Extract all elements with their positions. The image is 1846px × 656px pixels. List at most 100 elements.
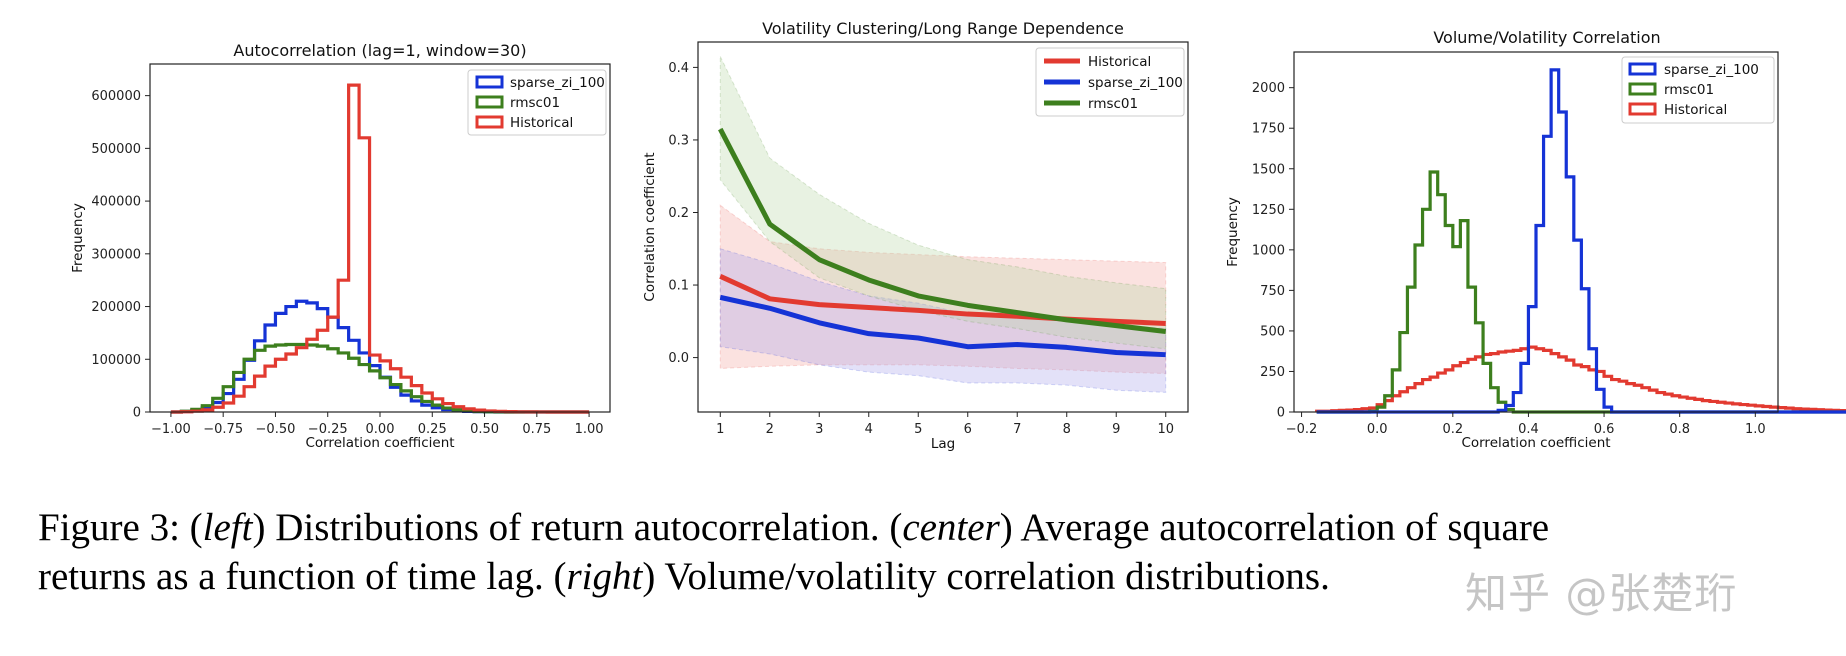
legend-swatch-sparse bbox=[1628, 62, 1657, 76]
chart-left-legend: sparse_zi_100 rmsc01 Historical bbox=[467, 69, 607, 136]
x-tick-label: 6 bbox=[964, 422, 972, 437]
x-tick-label: −0.25 bbox=[308, 422, 348, 437]
chart-left-ylabel: Frequency bbox=[70, 203, 86, 273]
caption-text: ) Average autocorrelation of square bbox=[999, 506, 1550, 549]
caption-text: returns as a function of time lag. ( bbox=[38, 555, 567, 598]
chart-center-legend: Historical sparse_zi_100 rmsc01 bbox=[1035, 47, 1185, 117]
legend-label-historical: Historical bbox=[510, 115, 573, 131]
x-tick-label: 0.8 bbox=[1669, 422, 1690, 437]
legend-swatch-rmsc01 bbox=[475, 95, 504, 109]
legend-swatch-historical bbox=[1628, 102, 1657, 116]
watermark: 知乎 @张楚珩 bbox=[1465, 569, 1738, 618]
y-tick-label: 0.1 bbox=[668, 279, 689, 294]
y-tick-label: 600000 bbox=[91, 89, 141, 104]
confidence-band-sparse_zi_100 bbox=[719, 248, 1167, 393]
hist-series-Historical bbox=[1315, 345, 1846, 413]
y-tick-label: 300000 bbox=[91, 247, 141, 262]
y-tick-label: 0.3 bbox=[668, 133, 689, 148]
line-series-Historical bbox=[719, 274, 1166, 326]
legend-swatch-historical bbox=[475, 115, 504, 129]
y-tick-label: 250 bbox=[1260, 365, 1285, 380]
confidence-band-rmsc01 bbox=[719, 56, 1167, 350]
y-tick-label: 1250 bbox=[1252, 203, 1285, 218]
y-tick-label: 0 bbox=[1277, 406, 1285, 421]
caption-text: ) Distributions of return autocorrelatio… bbox=[252, 506, 903, 549]
x-tick-label: 4 bbox=[865, 422, 873, 437]
y-tick-label: 750 bbox=[1260, 284, 1285, 299]
y-tick-label: 1500 bbox=[1252, 162, 1285, 177]
y-tick-label: 2000 bbox=[1252, 81, 1285, 96]
confidence-band-Historical bbox=[719, 204, 1167, 375]
caption-italic: center bbox=[902, 506, 1000, 549]
chart-right: Volume/Volatility Correlation −0.2 0.0 0.2… bbox=[1225, 28, 1846, 451]
y-tick-label: 0 bbox=[133, 406, 141, 421]
legend-label-sparse: sparse_zi_100 bbox=[510, 75, 605, 91]
y-tick-label: 400000 bbox=[91, 195, 141, 210]
caption-text: Figure 3: ( bbox=[38, 506, 203, 549]
y-tick-label: 500000 bbox=[91, 142, 141, 157]
x-tick-label: 1 bbox=[716, 422, 724, 437]
y-tick-label: 100000 bbox=[91, 353, 141, 368]
chart-left-title: Autocorrelation (lag=1, window=30) bbox=[233, 41, 526, 60]
x-tick-label: 0.25 bbox=[418, 422, 447, 437]
chart-center-axes-frame bbox=[697, 41, 1189, 413]
legend-label-rmsc01: rmsc01 bbox=[1664, 82, 1714, 98]
legend-label-historical: Historical bbox=[1088, 54, 1151, 70]
hist-series-rmsc01 bbox=[1316, 170, 1846, 414]
legend-swatch-sparse bbox=[475, 75, 504, 89]
caption-text: ) Volume/volatility correlation distribu… bbox=[642, 555, 1330, 598]
figure-caption: Figure 3: (left) Distributions of return… bbox=[38, 503, 1828, 601]
y-tick-label: 1000 bbox=[1252, 243, 1285, 258]
chart-left-xlabel: Correlation coefficient bbox=[305, 435, 454, 451]
x-tick-label: 0.75 bbox=[522, 422, 551, 437]
x-tick-label: 8 bbox=[1063, 422, 1071, 437]
chart-center-ylabel: Correlation coefficient bbox=[642, 152, 658, 301]
x-tick-label: 0.00 bbox=[366, 422, 395, 437]
chart-right-ylabel: Frequency bbox=[1225, 197, 1241, 267]
y-tick-label: 1750 bbox=[1252, 122, 1285, 137]
legend-label-rmsc01: rmsc01 bbox=[1088, 96, 1138, 112]
x-tick-label: 0.50 bbox=[470, 422, 499, 437]
legend-label-historical: Historical bbox=[1664, 102, 1727, 118]
x-tick-label: −0.2 bbox=[1286, 422, 1318, 437]
figure: Autocorrelation (lag=1, window=30) −1.00… bbox=[70, 19, 1846, 452]
chart-center-title: Volatility Clustering/Long Range Depende… bbox=[762, 19, 1124, 38]
legend-box bbox=[1621, 56, 1775, 124]
x-tick-label: 1.0 bbox=[1745, 422, 1766, 437]
caption-italic: left bbox=[202, 506, 253, 549]
x-tick-label: 3 bbox=[815, 422, 823, 437]
y-tick-label: 200000 bbox=[91, 300, 141, 315]
y-tick-label: 0.4 bbox=[668, 61, 689, 76]
chart-center: Volatility Clustering/Long Range Depende… bbox=[642, 19, 1189, 452]
legend-label-sparse: sparse_zi_100 bbox=[1088, 75, 1183, 91]
x-tick-label: 1.00 bbox=[575, 422, 604, 437]
x-tick-label: 7 bbox=[1013, 422, 1021, 437]
chart-right-legend: sparse_zi_100 rmsc01 Historical bbox=[1621, 56, 1775, 124]
line-series-sparse_zi_100 bbox=[719, 294, 1166, 358]
caption-line-2: returns as a function of time lag. (righ… bbox=[38, 552, 1828, 601]
caption-line-1: Figure 3: (left) Distributions of return… bbox=[38, 503, 1828, 552]
chart-right-title: Volume/Volatility Correlation bbox=[1433, 28, 1660, 47]
y-tick-label: 500 bbox=[1260, 324, 1285, 339]
caption-italic: right bbox=[566, 555, 643, 598]
chart-left: Autocorrelation (lag=1, window=30) −1.00… bbox=[70, 41, 611, 451]
legend-swatch-rmsc01 bbox=[1628, 82, 1657, 96]
legend-label-sparse: sparse_zi_100 bbox=[1664, 62, 1759, 78]
x-tick-label: 2 bbox=[766, 422, 774, 437]
x-tick-label: −0.75 bbox=[203, 422, 243, 437]
chart-right-axes-frame bbox=[1293, 51, 1779, 413]
line-series-rmsc01 bbox=[718, 127, 1167, 334]
x-tick-label: 0.0 bbox=[1367, 422, 1388, 437]
x-tick-label: −1.00 bbox=[151, 422, 191, 437]
x-tick-label: 10 bbox=[1157, 422, 1174, 437]
chart-right-xlabel: Correlation coefficient bbox=[1461, 435, 1610, 451]
legend-label-rmsc01: rmsc01 bbox=[510, 95, 560, 111]
chart-left-axes-frame bbox=[149, 63, 611, 413]
x-tick-label: 0.2 bbox=[1442, 422, 1463, 437]
x-tick-label: −0.50 bbox=[256, 422, 296, 437]
x-tick-label: 0.4 bbox=[1518, 422, 1539, 437]
chart-center-xlabel: Lag bbox=[931, 436, 955, 452]
x-tick-label: 5 bbox=[914, 422, 922, 437]
y-tick-label: 0.0 bbox=[668, 351, 689, 366]
x-tick-label: 0.6 bbox=[1594, 422, 1615, 437]
